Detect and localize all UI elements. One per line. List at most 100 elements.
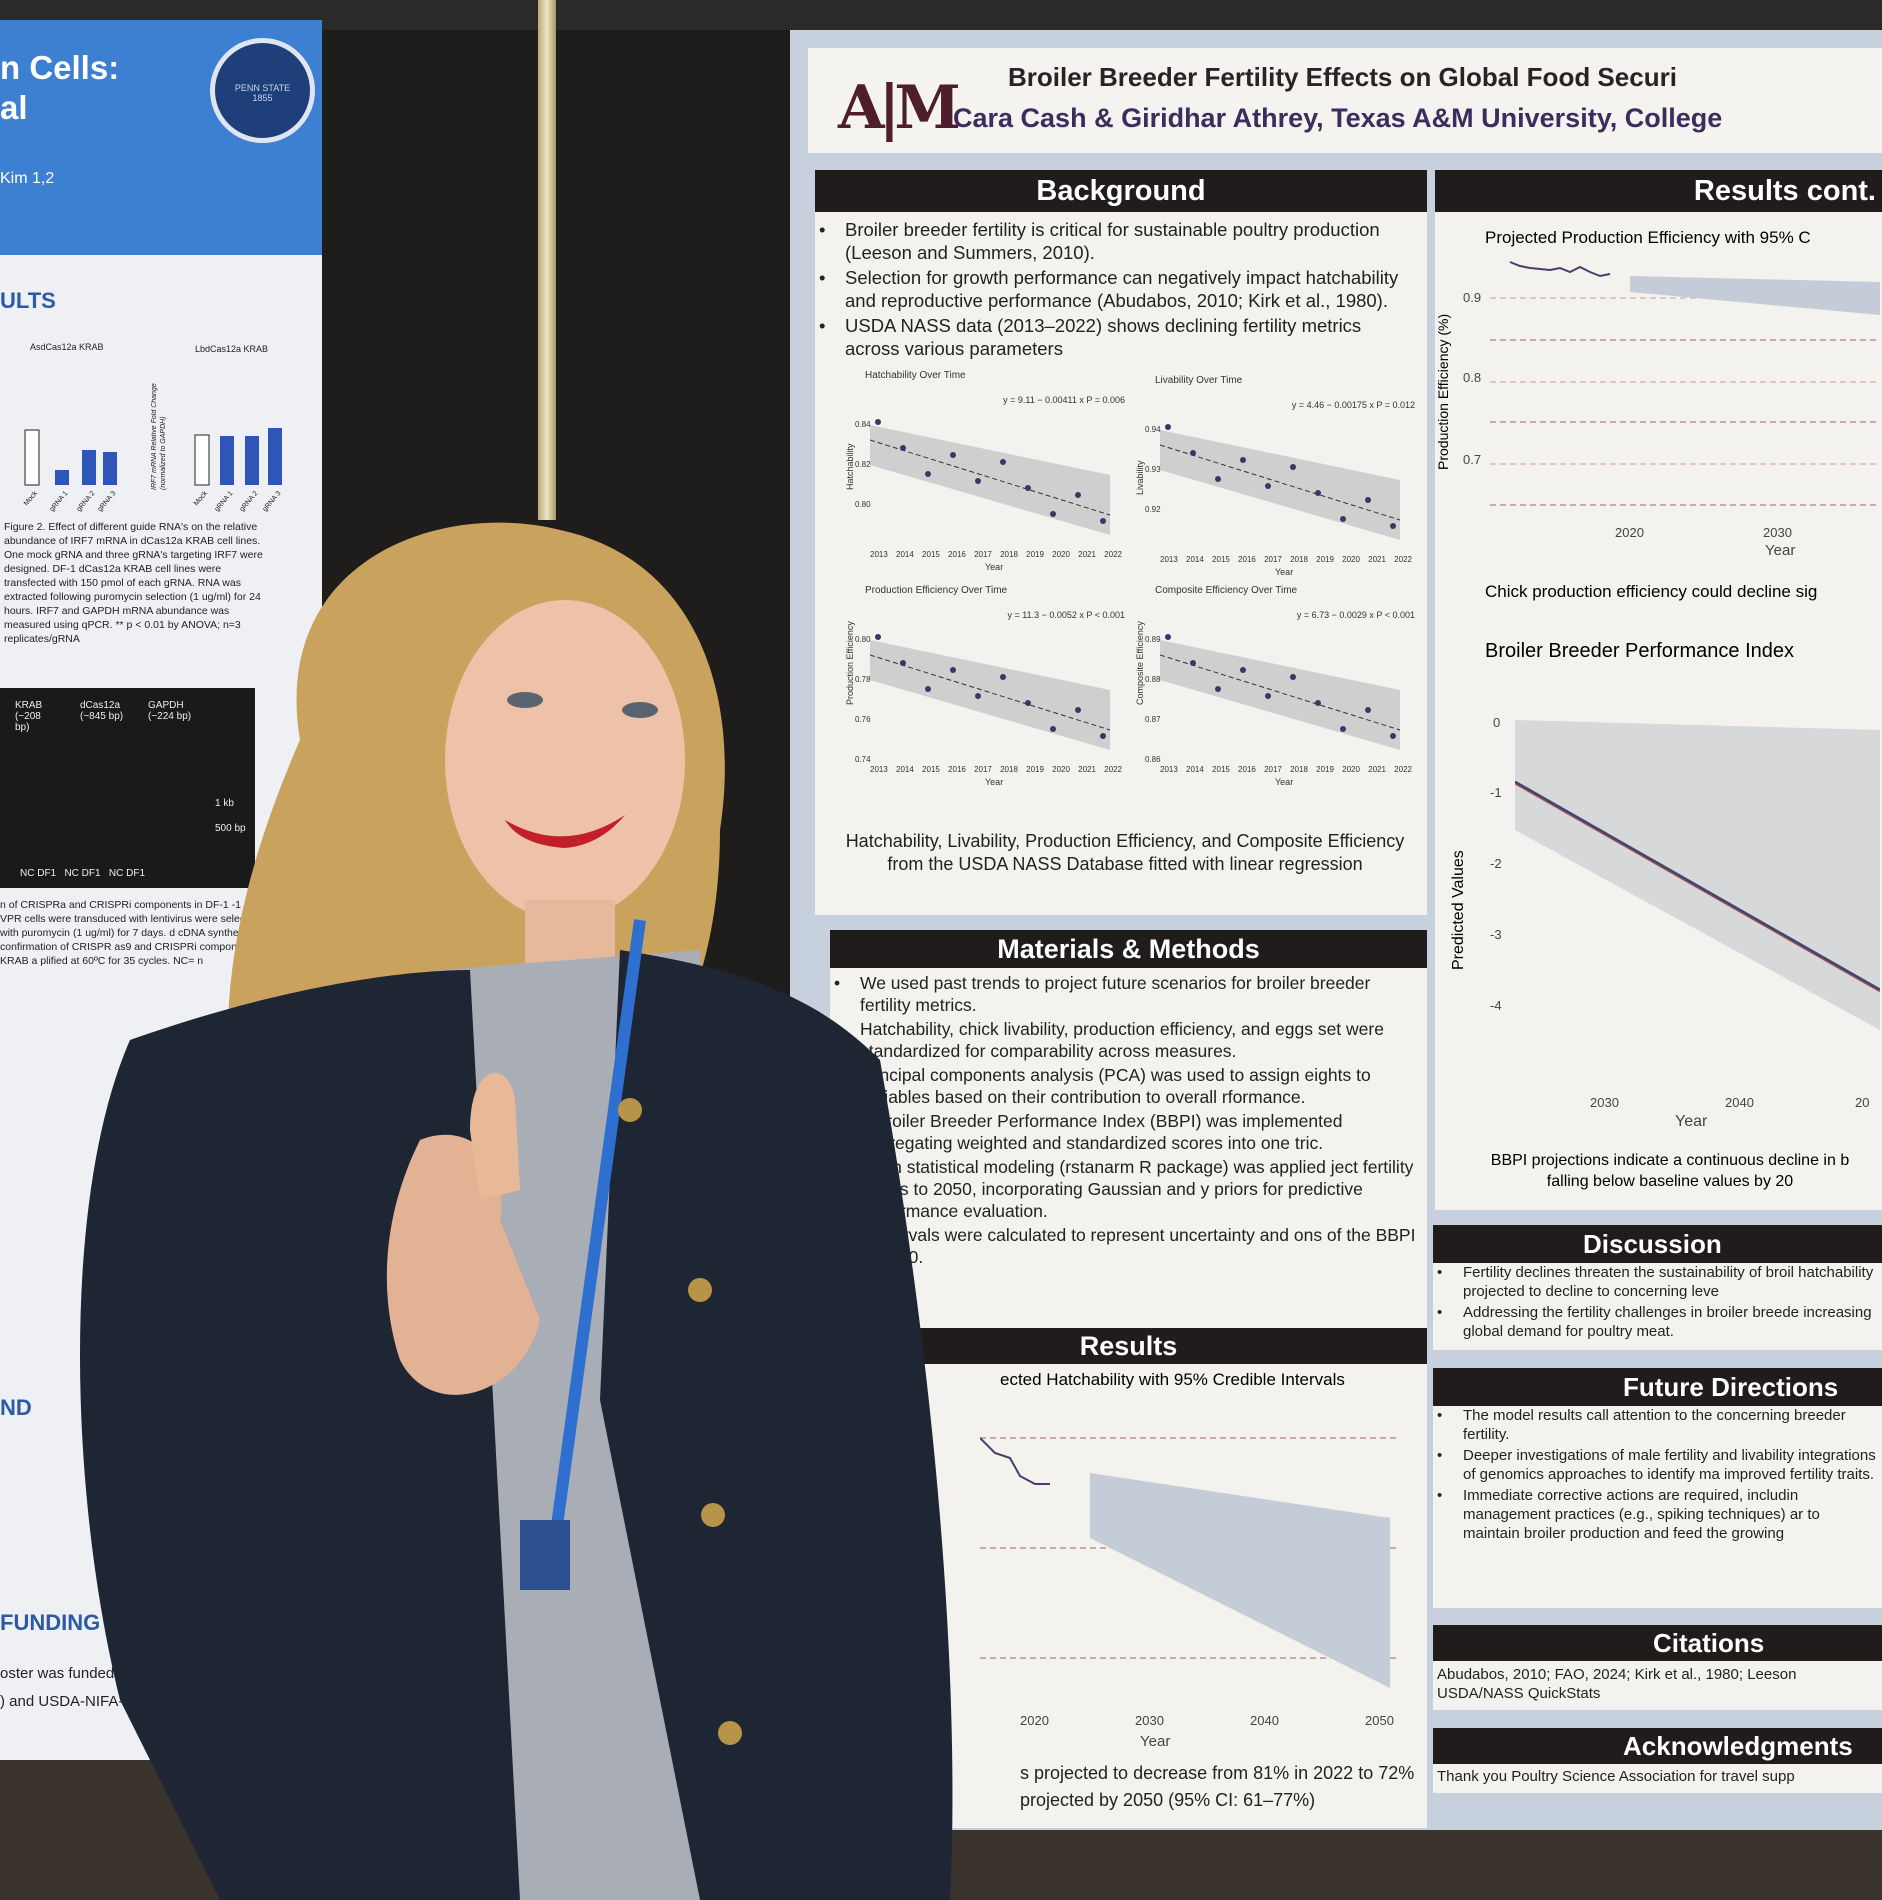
chart2-ylabel: Predicted Values	[1450, 850, 1467, 970]
left-poster-header: n Cells: al Kim 1,2 PENN STATE 1855	[0, 20, 322, 255]
methods-section: Materials & Methods We used past trends …	[830, 930, 1427, 1335]
bullet: e Broiler Breeder Performance Index (BBP…	[830, 1110, 1421, 1154]
citations-text: Abudabos, 2010; FAO, 2024; Kirk et al., …	[1437, 1666, 1797, 1702]
jacket-right	[600, 950, 953, 1900]
bullet: USDA NASS data (2013–2022) shows declini…	[815, 314, 1419, 360]
data-point	[1025, 700, 1031, 706]
face	[445, 600, 685, 920]
mini-chart: Composite Efficiency Over Time y = 6.73 …	[1135, 585, 1425, 790]
bullet: Addressing the fertility challenges in b…	[1433, 1303, 1876, 1341]
eye	[507, 692, 543, 708]
y-tick: 0.88	[1145, 675, 1161, 684]
y-tick: 0.76	[855, 715, 871, 724]
figure-caption: n of CRISPRa and CRISPRi components in D…	[0, 899, 279, 967]
data-point	[1265, 693, 1271, 699]
mini-chart-title: Hatchability Over Time	[865, 370, 966, 381]
data-point	[1100, 733, 1106, 739]
acknowledgments-section: Acknowledgments Thank you Poultry Scienc…	[1433, 1728, 1882, 1793]
y-tick: 0.89	[1145, 635, 1161, 644]
ack-heading: Acknowledgments	[1433, 1728, 1882, 1764]
credible-interval-band	[1090, 1473, 1390, 1688]
mini-chart-equation: y = 9.11 − 0.00411 x P = 0.006	[1003, 395, 1125, 405]
title-line: n Cells:	[0, 49, 120, 86]
citations-heading: Citations	[1433, 1625, 1882, 1661]
results-chart-title: ected Hatchability with 95% Credible Int…	[1000, 1370, 1345, 1389]
hatchability-projection-chart	[980, 1437, 1400, 1688]
y-tick: 0.80	[855, 635, 871, 644]
caption-line: projected by 2050 (95% CI: 61–77%)	[1020, 1790, 1316, 1810]
data-point	[875, 419, 881, 425]
x-tick: 2020	[1020, 1713, 1049, 1728]
y-tick: 0.7	[1463, 452, 1482, 467]
mini-chart: Production Efficiency Over Time y = 11.3…	[845, 585, 1135, 790]
mini-chart-equation: y = 11.3 − 0.0052 x P < 0.001	[1007, 610, 1125, 620]
data-point	[1365, 497, 1371, 503]
x-label: Year	[1675, 1113, 1708, 1130]
data-point	[975, 693, 981, 699]
gel-label: KRAB (~208 bp)	[15, 700, 43, 733]
bullet: Fertility declines threaten the sustaina…	[1433, 1263, 1876, 1301]
chart-title: AsdCas12a KRAB	[30, 342, 104, 352]
data-point	[925, 471, 931, 477]
button	[701, 1503, 725, 1527]
y-tick: -3	[1490, 927, 1502, 942]
x-tick: 2040	[1725, 1095, 1754, 1110]
mini-chart-xlabel: Year	[985, 777, 1004, 787]
funding-heading: FUNDING	[0, 1610, 101, 1635]
button	[688, 1278, 712, 1302]
caption-line: BBPI projections indicate a continuous d…	[1490, 1152, 1850, 1169]
mini-chart-plot	[870, 419, 1111, 535]
data-point	[1025, 485, 1031, 491]
x-tick: 2020	[1615, 525, 1644, 540]
title-line: al	[0, 89, 28, 126]
data-point	[1290, 674, 1296, 680]
results-caption: s projected to decrease from 81% in 2022…	[1020, 1760, 1420, 1814]
button	[718, 1721, 742, 1745]
y-tick: -1	[1490, 785, 1502, 800]
x-tick: 2030	[1590, 1095, 1619, 1110]
y-tick: 0.94	[1145, 425, 1161, 434]
penn-state-seal-logo: PENN STATE 1855	[210, 38, 315, 143]
discussion-section: Discussion Fertility declines threaten t…	[1433, 1225, 1882, 1350]
data-point	[975, 478, 981, 484]
data-point	[900, 445, 906, 451]
data-point	[1000, 459, 1006, 465]
data-point	[1000, 674, 1006, 680]
mini-chart: Livability Over Time y = 4.46 − 0.00175 …	[1135, 375, 1425, 580]
lanyard	[549, 919, 646, 1541]
chart1-title: Projected Production Efficiency with 95%…	[1485, 228, 1811, 247]
methods-heading: Materials & Methods	[830, 930, 1427, 968]
data-point	[1265, 483, 1271, 489]
mini-chart-xticks: 2013 2014 2015 2016 2017 2018 2019 2020 …	[1160, 555, 1412, 564]
mini-chart-plot	[1160, 424, 1401, 540]
y-tick: 0.82	[855, 460, 871, 469]
discussion-heading: Discussion	[1433, 1225, 1882, 1263]
bbpi-chart	[1515, 720, 1880, 1030]
bullet: We used past trends to project future sc…	[830, 972, 1421, 1016]
bbpi-interval-band	[1515, 720, 1880, 1030]
y-tick: 0.9	[1463, 290, 1482, 305]
citations-section: Citations Abudabos, 2010; FAO, 2024; Kir…	[1433, 1625, 1882, 1710]
x-label: Year	[1140, 1733, 1171, 1750]
thumbs-up-hand	[386, 1134, 540, 1395]
data-point	[1165, 424, 1171, 430]
mini-chart-xticks: 2013 2014 2015 2016 2017 2018 2019 2020 …	[870, 765, 1122, 774]
data-point	[1240, 667, 1246, 673]
mini-chart-equation: y = 6.73 − 0.0029 x P < 0.001	[1296, 610, 1415, 620]
mini-chart-equation: y = 4.46 − 0.00175 x P = 0.012	[1291, 400, 1415, 410]
y-tick: -4	[1490, 998, 1502, 1013]
bullet: Deeper investigations of male fertility …	[1433, 1446, 1876, 1484]
chart2-caption: BBPI projections indicate a continuous d…	[1465, 1150, 1875, 1192]
chart2-title: Broiler Breeder Performance Index	[1485, 640, 1795, 662]
gel-image: KRAB (~208 bp) dCas12a (~845 bp) GAPDH (…	[0, 688, 255, 888]
data-point	[950, 667, 956, 673]
x-tick: 2040	[1250, 1713, 1279, 1728]
bar-charts	[24, 428, 282, 486]
data-point	[1340, 516, 1346, 522]
figure2-caption: Figure 2. Effect of different guide RNA'…	[4, 521, 263, 645]
gel-lanes: NC DF1 NC DF1 NC DF1	[20, 868, 146, 879]
mini-chart: Hatchability Over Time y = 9.11 − 0.0041…	[845, 370, 1135, 575]
bullet: Selection for growth performance can neg…	[815, 266, 1419, 312]
thumb	[470, 1072, 520, 1200]
person-photo	[80, 522, 953, 1900]
